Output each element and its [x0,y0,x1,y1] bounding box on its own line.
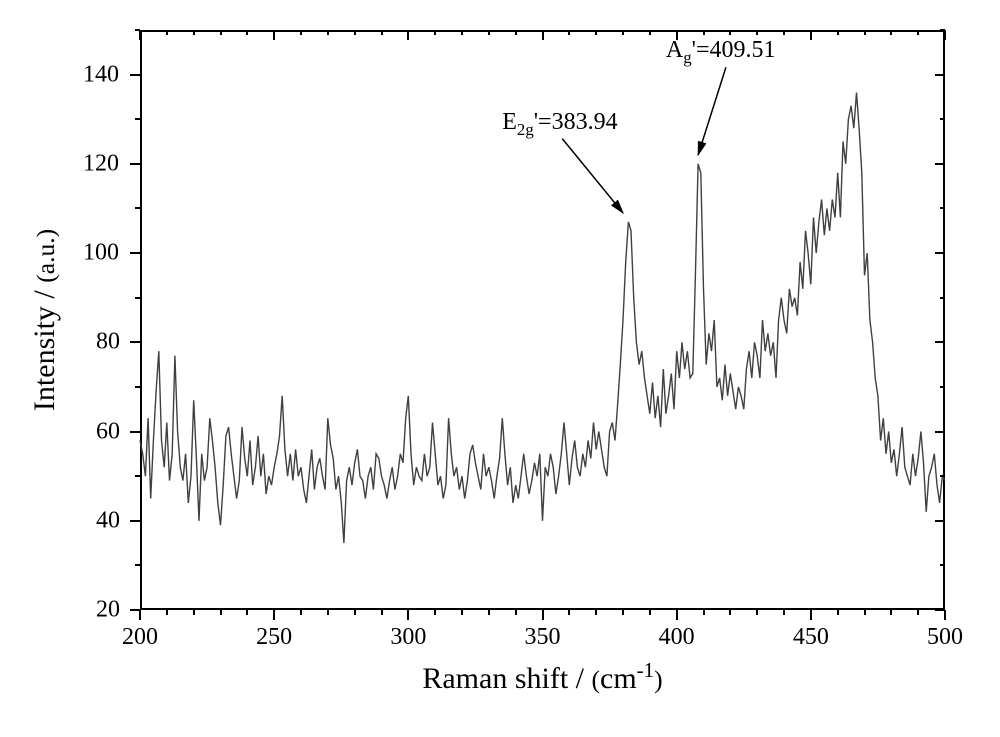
y-tick-label: 140 [83,61,119,88]
x-axis-label: Raman shift / (cm-1) [422,658,662,696]
x-tick-label: 350 [525,624,561,651]
peak-annotation: E2g'=383.94 [502,109,617,140]
x-tick-label: 250 [256,624,292,651]
y-tick-label: 40 [96,507,120,534]
y-tick-label: 60 [96,418,120,445]
raman-spectrum-chart: 200 250 300 350 400 450 500 20 40 60 80 100 120 140 E… [0,0,1000,737]
y-tick-label: 80 [96,329,120,356]
x-tick-label: 500 [927,624,963,651]
x-tick-label: 200 [122,624,158,651]
y-tick-label: 100 [83,240,119,267]
x-tick-label: 300 [390,624,426,651]
peak-annotation: Ag'=409.51 [666,37,776,68]
y-tick-label: 20 [96,597,120,624]
x-tick-label: 400 [659,624,695,651]
y-tick-label: 120 [83,150,119,177]
x-tick-label: 450 [793,624,829,651]
y-axis-label: Intensity / (a.u.) [28,229,62,411]
